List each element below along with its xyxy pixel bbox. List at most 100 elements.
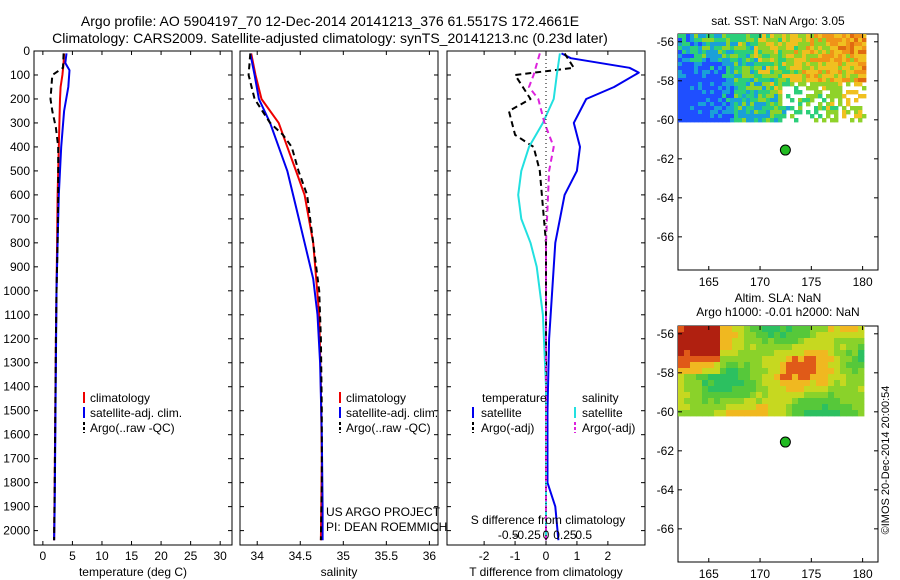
heatmap-cell bbox=[682, 66, 687, 71]
heatmap-cell bbox=[726, 374, 733, 381]
heatmap-cell bbox=[734, 38, 739, 43]
x-tick-label: 180 bbox=[853, 275, 873, 289]
argo-position-marker bbox=[779, 436, 791, 448]
heatmap-cell bbox=[828, 350, 835, 357]
heatmap-cell bbox=[758, 86, 763, 91]
heatmap-cell bbox=[732, 356, 739, 363]
heatmap-cell bbox=[678, 380, 685, 387]
heatmap-cell bbox=[706, 42, 711, 47]
heatmap-cell bbox=[826, 70, 831, 75]
x-tick-label: 10 bbox=[95, 549, 109, 563]
heatmap-cell bbox=[814, 38, 819, 43]
heatmap-cell bbox=[750, 98, 755, 103]
heatmap-cell bbox=[730, 78, 735, 83]
heatmap-cell bbox=[694, 118, 699, 123]
heatmap-cell bbox=[750, 90, 755, 95]
heatmap-cell bbox=[682, 110, 687, 115]
heatmap-cell bbox=[766, 62, 771, 67]
heatmap-cell bbox=[730, 38, 735, 43]
heatmap-cell bbox=[698, 82, 703, 87]
heatmap-cell bbox=[708, 386, 715, 393]
heatmap-cell bbox=[750, 350, 757, 357]
heatmap-cell bbox=[758, 62, 763, 67]
heatmap-cell bbox=[738, 110, 743, 115]
heatmap-cell bbox=[730, 98, 735, 103]
heatmap-cell bbox=[768, 362, 775, 369]
heatmap-cell bbox=[802, 70, 807, 75]
heatmap-cell bbox=[830, 74, 835, 79]
y-tick-label: 300 bbox=[10, 116, 30, 130]
heatmap-cell bbox=[718, 38, 723, 43]
series-line-2 bbox=[49, 53, 65, 541]
heatmap-cell bbox=[846, 78, 851, 83]
heatmap-cell bbox=[690, 98, 695, 103]
heatmap-cell bbox=[842, 70, 847, 75]
heatmap-cell bbox=[778, 94, 783, 99]
heatmap-cell bbox=[806, 78, 811, 83]
heatmap-cell bbox=[778, 98, 783, 103]
heatmap-cell bbox=[816, 398, 823, 405]
heatmap-cell bbox=[854, 42, 859, 47]
heatmap-cell bbox=[702, 70, 707, 75]
heatmap-cell bbox=[746, 106, 751, 111]
heatmap-cell bbox=[686, 90, 691, 95]
heatmap-cell bbox=[810, 94, 815, 99]
heatmap-cell bbox=[678, 326, 685, 333]
heatmap-cell bbox=[850, 34, 855, 39]
heatmap-cell bbox=[722, 70, 727, 75]
heatmap-cell bbox=[792, 392, 799, 399]
heatmap-cell bbox=[802, 38, 807, 43]
heatmap-cell bbox=[768, 386, 775, 393]
heatmap-cell bbox=[786, 350, 793, 357]
heatmap-cell bbox=[830, 110, 835, 115]
heatmap-cell bbox=[816, 326, 823, 333]
heatmap-cell bbox=[750, 42, 755, 47]
heatmap-cell bbox=[718, 106, 723, 111]
heatmap-cell bbox=[774, 106, 779, 111]
heatmap-cell bbox=[710, 38, 715, 43]
heatmap-cell bbox=[734, 34, 739, 39]
heatmap-cell bbox=[804, 386, 811, 393]
heatmap-cell bbox=[834, 66, 839, 71]
heatmap-cell bbox=[830, 98, 835, 103]
heatmap-cell bbox=[726, 338, 733, 345]
heatmap-cell bbox=[762, 338, 769, 345]
y-tick-label: 1600 bbox=[3, 428, 30, 442]
heatmap-cell bbox=[830, 38, 835, 43]
heatmap-cell bbox=[802, 34, 807, 39]
heatmap-cell bbox=[830, 46, 835, 51]
heatmap-cell bbox=[686, 106, 691, 111]
heatmap-cell bbox=[826, 94, 831, 99]
heatmap-cell bbox=[780, 368, 787, 375]
heatmap-cell bbox=[714, 98, 719, 103]
heatmap-cell bbox=[706, 70, 711, 75]
heatmap-cell bbox=[780, 356, 787, 363]
heatmap-cell bbox=[774, 70, 779, 75]
heatmap-cell bbox=[774, 90, 779, 95]
heatmap-cell bbox=[696, 404, 703, 411]
heatmap-cell bbox=[690, 46, 695, 51]
heatmap-cell bbox=[766, 118, 771, 123]
heatmap-cell bbox=[846, 42, 851, 47]
heatmap-cell bbox=[718, 58, 723, 63]
heatmap-cell bbox=[794, 50, 799, 55]
heatmap-cell bbox=[754, 86, 759, 91]
heatmap-cell bbox=[846, 98, 851, 103]
heatmap-cell bbox=[854, 38, 859, 43]
heatmap-cell bbox=[750, 392, 757, 399]
y-tick-label: -64 bbox=[657, 191, 675, 205]
heatmap-cell bbox=[762, 392, 769, 399]
heatmap-cell bbox=[830, 50, 835, 55]
heatmap-cell bbox=[794, 42, 799, 47]
heatmap-cell bbox=[694, 58, 699, 63]
heatmap-cell bbox=[814, 78, 819, 83]
heatmap-cell bbox=[762, 386, 769, 393]
heatmap-cell bbox=[840, 338, 847, 345]
heatmap-cell bbox=[686, 118, 691, 123]
heatmap-cell bbox=[684, 374, 691, 381]
heatmap-cell bbox=[816, 338, 823, 345]
heatmap-cell bbox=[838, 34, 843, 39]
heatmap-cell bbox=[742, 58, 747, 63]
heatmap-cell bbox=[804, 332, 811, 339]
heatmap-cell bbox=[806, 50, 811, 55]
